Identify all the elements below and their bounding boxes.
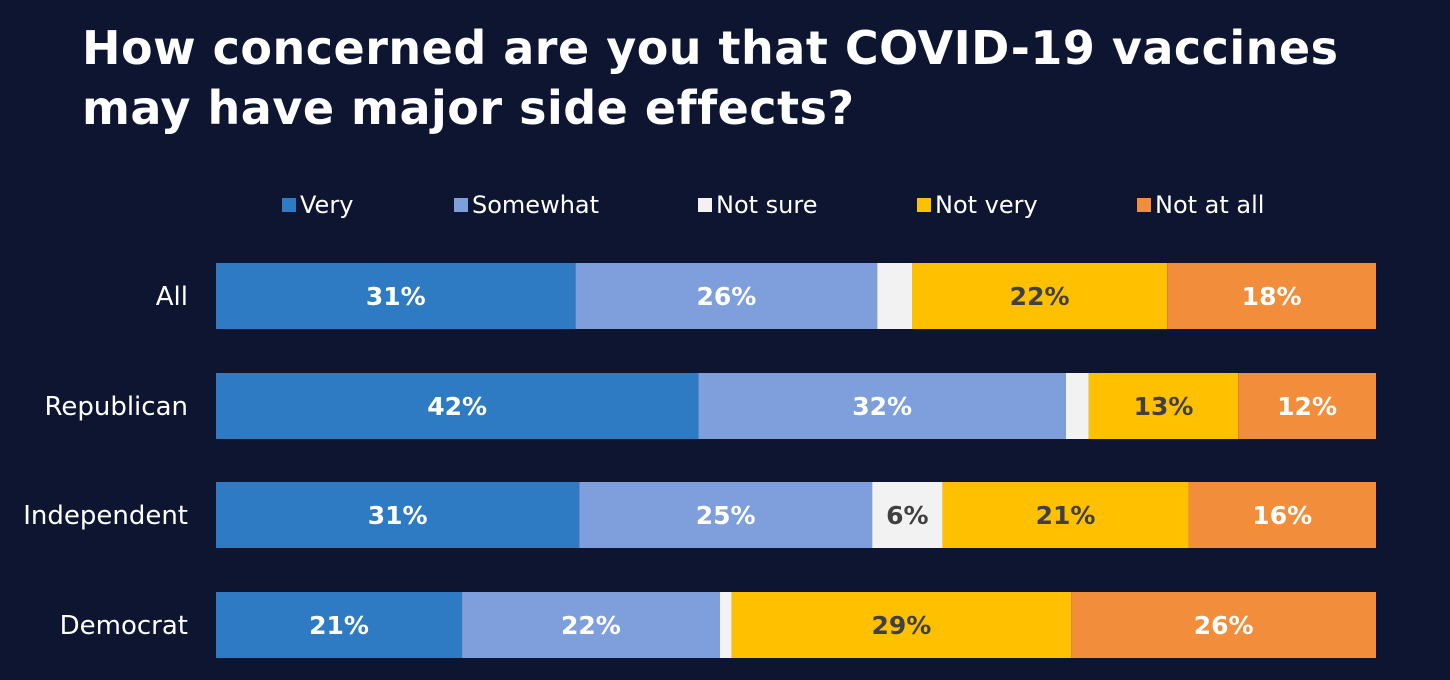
- legend-label-not-at-all: Not at all: [1155, 191, 1264, 219]
- data-label-republican-not-at-all: 12%: [1277, 392, 1337, 421]
- data-label-democrat-very: 21%: [309, 611, 369, 640]
- category-label-all: All: [156, 282, 188, 312]
- data-label-republican-not-very: 13%: [1134, 392, 1194, 421]
- bar-independent-somewhat: [579, 482, 873, 548]
- legend-label-not-sure: Not sure: [716, 191, 818, 219]
- legend-label-not-very: Not very: [935, 191, 1038, 219]
- category-label-democrat: Democrat: [60, 611, 188, 641]
- bar-independent-not-at-all: [1188, 482, 1376, 548]
- data-label-all-not-at-all: 18%: [1242, 282, 1302, 311]
- chart-bars: 31% 26% 22% 18% 42% 32% 13% 12% 31% 25% 6% 21% 16% 21…: [216, 263, 1376, 658]
- data-label-independent-not-sure: 6%: [886, 501, 928, 530]
- bar-independent-very: [216, 482, 580, 548]
- chart-legend: Very Somewhat Not sure Not very Not at all: [282, 191, 1264, 219]
- data-label-all-somewhat: 26%: [696, 282, 756, 311]
- bar-all-not-at-all: [1167, 263, 1376, 329]
- bar-all-very: [216, 263, 576, 329]
- legend-swatch-very: [282, 198, 296, 212]
- legend-swatch-not-sure: [698, 198, 712, 212]
- data-label-republican-somewhat: 32%: [852, 392, 912, 421]
- legend-label-very: Very: [300, 191, 353, 219]
- chart-title-line-2: may have major side effects?: [82, 81, 855, 135]
- data-label-all-very: 31%: [366, 282, 426, 311]
- bar-all-somewhat: [575, 263, 878, 329]
- bar-all-not-sure: [877, 263, 912, 329]
- bar-all-not-very: [912, 263, 1168, 329]
- bar-democrat-not-very: [731, 592, 1072, 658]
- bar-independent-not-very: [942, 482, 1189, 548]
- legend-swatch-not-at-all: [1137, 198, 1151, 212]
- legend-swatch-somewhat: [454, 198, 468, 212]
- bar-democrat-not-at-all: [1071, 592, 1376, 658]
- data-label-independent-not-at-all: 16%: [1252, 501, 1312, 530]
- data-label-all-not-very: 22%: [1010, 282, 1070, 311]
- legend-swatch-not-very: [917, 198, 931, 212]
- bar-independent-not-sure: [872, 482, 943, 548]
- bar-republican-not-very: [1088, 373, 1239, 439]
- category-label-independent: Independent: [23, 501, 188, 531]
- data-label-independent-not-very: 21%: [1036, 501, 1096, 530]
- data-label-independent-very: 31%: [368, 501, 428, 530]
- bar-republican-very: [216, 373, 699, 439]
- bar-republican-somewhat: [698, 373, 1066, 439]
- chart-title: How concerned are you that COVID-19 vacc…: [82, 18, 1402, 138]
- chart-title-line-1: How concerned are you that COVID-19 vacc…: [82, 21, 1339, 75]
- data-label-republican-very: 42%: [427, 392, 487, 421]
- data-label-democrat-not-at-all: 26%: [1194, 611, 1254, 640]
- data-label-independent-somewhat: 25%: [696, 501, 756, 530]
- bar-democrat-somewhat: [462, 592, 720, 658]
- data-label-democrat-somewhat: 22%: [561, 611, 621, 640]
- category-axis-labels: All Republican Independent Democrat: [23, 282, 188, 641]
- category-label-republican: Republican: [44, 392, 188, 422]
- bar-republican-not-at-all: [1238, 373, 1376, 439]
- data-label-democrat-not-very: 29%: [872, 611, 932, 640]
- bar-democrat-very: [216, 592, 463, 658]
- bar-republican-not-sure: [1065, 373, 1089, 439]
- bar-democrat-not-sure: [719, 592, 732, 658]
- legend-label-somewhat: Somewhat: [472, 191, 599, 219]
